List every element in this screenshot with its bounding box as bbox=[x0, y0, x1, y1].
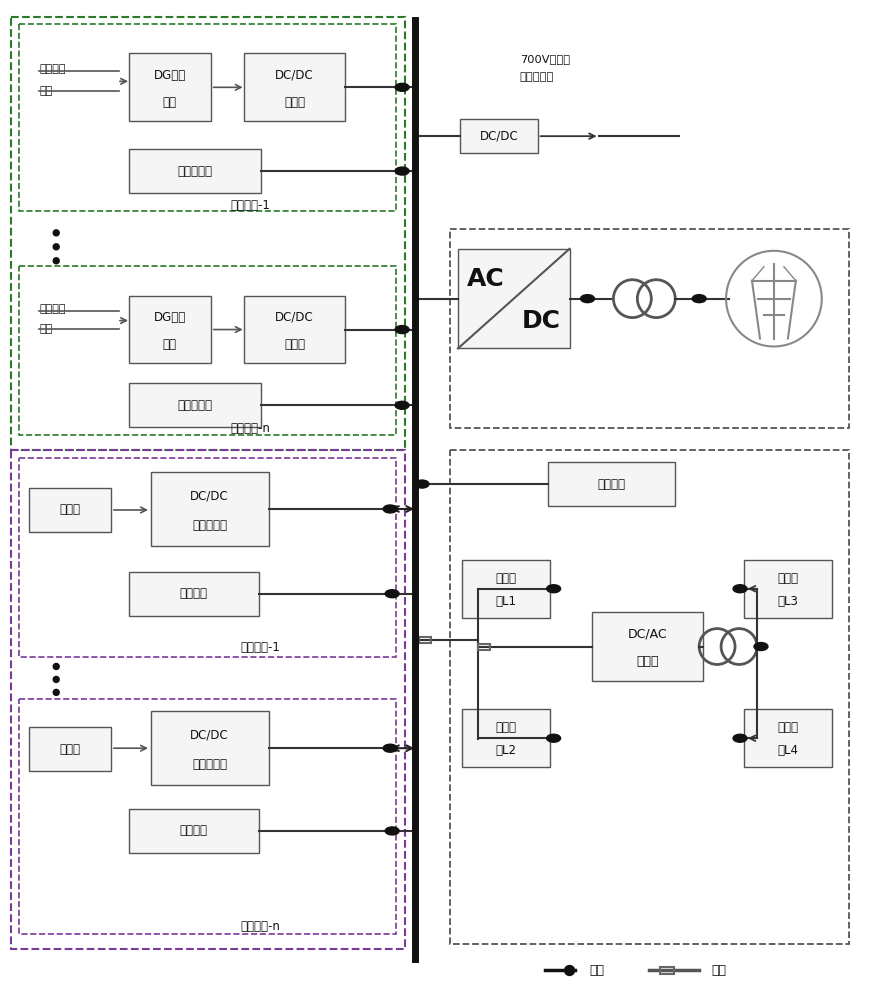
Ellipse shape bbox=[385, 590, 399, 598]
Text: DC/AC: DC/AC bbox=[627, 627, 667, 640]
Text: 荷L4: 荷L4 bbox=[778, 744, 799, 757]
Text: 交流负: 交流负 bbox=[778, 721, 799, 734]
Ellipse shape bbox=[395, 326, 409, 334]
Text: 变换器: 变换器 bbox=[636, 655, 658, 668]
Ellipse shape bbox=[733, 734, 747, 742]
Bar bbox=[11, 17, 405, 450]
Bar bbox=[19, 699, 396, 934]
Ellipse shape bbox=[383, 505, 397, 513]
Bar bbox=[462, 709, 550, 767]
Ellipse shape bbox=[754, 643, 768, 651]
Bar bbox=[19, 458, 396, 657]
Bar bbox=[129, 53, 211, 121]
Text: 储能单元-1: 储能单元-1 bbox=[240, 641, 280, 654]
Text: 光照强度: 光照强度 bbox=[39, 64, 66, 74]
Text: 直流负荷: 直流负荷 bbox=[179, 824, 208, 837]
Text: 光照强度: 光照强度 bbox=[39, 304, 66, 314]
Ellipse shape bbox=[547, 734, 561, 742]
Bar bbox=[462, 560, 550, 618]
Bar bbox=[151, 711, 268, 785]
Text: 荷L1: 荷L1 bbox=[496, 595, 517, 608]
Bar bbox=[19, 266, 396, 435]
Bar bbox=[30, 488, 111, 532]
Ellipse shape bbox=[692, 295, 706, 303]
Bar bbox=[244, 53, 345, 121]
Text: DC/DC: DC/DC bbox=[479, 130, 518, 143]
Circle shape bbox=[53, 230, 59, 236]
Text: 双向变换器: 双向变换器 bbox=[192, 758, 227, 771]
Text: 变换器: 变换器 bbox=[284, 96, 305, 109]
Bar bbox=[11, 450, 405, 949]
Circle shape bbox=[53, 663, 59, 669]
Text: 直流负荷: 直流负荷 bbox=[598, 478, 625, 491]
Bar bbox=[129, 572, 259, 616]
Text: 小容量储能: 小容量储能 bbox=[178, 399, 213, 412]
Text: 直流负荷: 直流负荷 bbox=[179, 587, 208, 600]
Bar bbox=[460, 119, 537, 153]
Bar bbox=[591, 612, 703, 681]
Text: 小容量储能: 小容量储能 bbox=[178, 165, 213, 178]
Text: DC/DC: DC/DC bbox=[191, 728, 229, 741]
Bar bbox=[129, 383, 260, 427]
Ellipse shape bbox=[383, 744, 397, 752]
Text: 蓄电池: 蓄电池 bbox=[60, 503, 81, 516]
Text: 蓄电池: 蓄电池 bbox=[60, 743, 81, 756]
Bar bbox=[129, 809, 259, 853]
Circle shape bbox=[564, 966, 575, 975]
Bar bbox=[19, 24, 396, 211]
Text: 打开: 打开 bbox=[711, 964, 726, 977]
Text: 直流负: 直流负 bbox=[496, 721, 517, 734]
Ellipse shape bbox=[547, 585, 561, 593]
Ellipse shape bbox=[395, 83, 409, 91]
Bar bbox=[458, 249, 570, 348]
Text: DC/DC: DC/DC bbox=[275, 311, 314, 324]
Bar bbox=[450, 229, 848, 428]
Ellipse shape bbox=[395, 167, 409, 175]
Text: 网并网母线: 网并网母线 bbox=[520, 72, 554, 82]
Text: DG（光: DG（光 bbox=[153, 69, 186, 82]
Circle shape bbox=[53, 258, 59, 264]
Text: 温度: 温度 bbox=[39, 324, 52, 334]
Circle shape bbox=[53, 689, 59, 695]
Ellipse shape bbox=[395, 401, 409, 409]
Bar bbox=[244, 296, 345, 363]
Ellipse shape bbox=[415, 480, 429, 488]
Bar bbox=[450, 450, 848, 944]
Text: 荷L2: 荷L2 bbox=[496, 744, 517, 757]
Text: AC: AC bbox=[467, 267, 504, 291]
Text: 微网单元-n: 微网单元-n bbox=[231, 422, 271, 435]
Bar bbox=[151, 472, 268, 546]
Text: DG（光: DG（光 bbox=[153, 311, 186, 324]
Text: 交流负: 交流负 bbox=[778, 572, 799, 585]
Bar bbox=[30, 727, 111, 771]
Text: 荷L3: 荷L3 bbox=[778, 595, 799, 608]
Text: 伏）: 伏） bbox=[163, 96, 177, 109]
Text: 微网单元-1: 微网单元-1 bbox=[231, 199, 271, 212]
Text: 变换器: 变换器 bbox=[284, 338, 305, 351]
Text: DC/DC: DC/DC bbox=[275, 69, 314, 82]
Bar bbox=[548, 462, 675, 506]
Ellipse shape bbox=[581, 295, 595, 303]
Bar bbox=[419, 637, 431, 643]
Text: 伏）: 伏） bbox=[163, 338, 177, 351]
Ellipse shape bbox=[385, 827, 399, 835]
Bar bbox=[129, 149, 260, 193]
Bar bbox=[744, 560, 832, 618]
Bar bbox=[660, 967, 674, 974]
Text: DC: DC bbox=[522, 309, 561, 333]
Bar bbox=[478, 644, 490, 650]
Circle shape bbox=[53, 676, 59, 682]
Text: 直流负: 直流负 bbox=[496, 572, 517, 585]
Bar bbox=[744, 709, 832, 767]
Text: 700V直流微: 700V直流微 bbox=[520, 54, 570, 64]
Bar bbox=[129, 296, 211, 363]
Text: 双向变换器: 双向变换器 bbox=[192, 519, 227, 532]
Text: 闭合: 闭合 bbox=[590, 964, 604, 977]
Text: 温度: 温度 bbox=[39, 86, 52, 96]
Text: 储能单元-n: 储能单元-n bbox=[240, 920, 280, 933]
Circle shape bbox=[53, 244, 59, 250]
Text: DC/DC: DC/DC bbox=[191, 489, 229, 502]
Ellipse shape bbox=[733, 585, 747, 593]
